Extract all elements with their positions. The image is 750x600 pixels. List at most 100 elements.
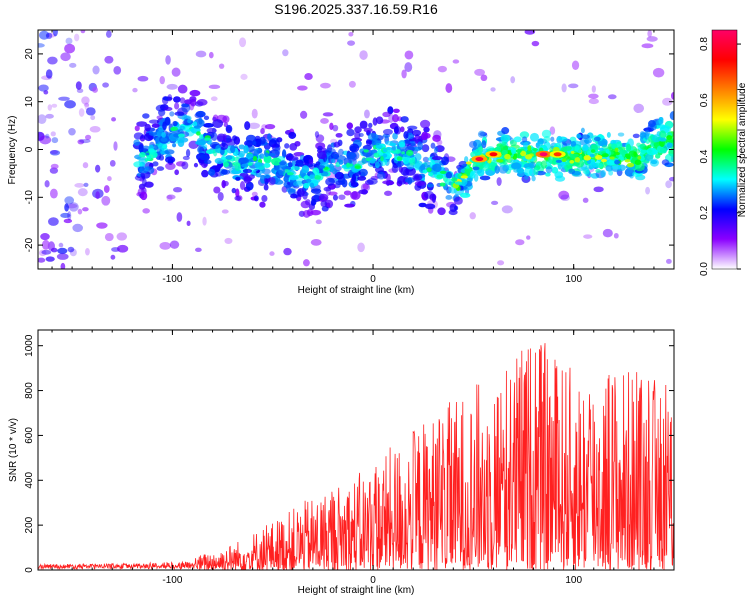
spectrogram-cell [430,142,436,149]
spectrogram-cell [334,171,344,180]
spectrogram-cell [60,262,66,269]
spectrogram-cell [171,67,181,77]
spectrogram-cell [189,89,201,97]
spectrogram-cell [285,184,291,190]
spectrogram-cell [263,154,272,164]
spectrogram-cell [618,149,628,155]
spectrogram-cell [49,149,61,156]
spectrogram-cell [259,201,266,208]
spectrogram-cell [38,257,46,263]
spectrogram-cell [331,158,336,164]
spectrogram-cell [344,203,355,208]
spectrogram-cell [364,109,370,119]
spectrogram-cell [317,145,323,151]
spectrogram-cell [501,127,510,135]
spectrogram-cell [433,146,439,154]
spectrogram-cell [626,162,635,168]
spectrogram-cell [497,260,505,266]
spectrogram-cell [231,187,237,194]
spectrogram-cell [316,150,327,160]
colorbar-bar [711,29,738,270]
spectrogram-cell [181,161,189,170]
spectrogram-cell [78,108,85,117]
spectrogram-cell [556,136,568,142]
spectrogram-cell [116,244,129,253]
spectrogram-cell [264,178,269,183]
spectrogram-cell [193,162,199,168]
spectrogram-cell [221,169,228,175]
spectrogram-cell [421,144,430,153]
spectrogram-cell [382,148,388,153]
spectrogram-cell [222,133,227,140]
spectrogram-cell [159,76,165,85]
spectrogram-cell [259,174,266,184]
spectrogram-cell [358,168,368,177]
spectrogram-cell [181,103,191,113]
spectrogram-cell [113,141,118,151]
spectrogram-cell [132,87,138,93]
spectrogram-cell [242,168,253,174]
spectrogram-cell [376,171,386,180]
spectrogram-cell [322,112,334,117]
spectrogram-cell [142,113,150,119]
spectrogram-cell [349,143,360,153]
spectrogram-cell [60,52,71,62]
spectrogram-cell [454,181,463,185]
spectrogram-cell [57,247,68,255]
spectrogram-cell [238,157,250,164]
spectrogram-cell [243,175,251,184]
spectrogram-cell [375,116,384,125]
spectrogram-cell [540,160,547,169]
spectrogram-cell [412,173,423,182]
spectrogram-cell [225,155,233,160]
spectrogram-cell [351,173,357,183]
spectrogram-cell [460,168,466,173]
spectrogram-cell [367,133,379,141]
spectrogram-cell [92,65,100,75]
spectrogram-cell [346,122,354,130]
spectrogram-cell [310,201,316,206]
y-tick-label: 0 [24,567,35,573]
spectrogram-cell [152,161,159,167]
spectrogram-cell [595,168,601,173]
spectrogram-cell [222,180,229,187]
spectrogram-cell [533,167,539,176]
spectrogram-cell [77,139,85,145]
spectrogram-cell [595,154,603,160]
spectrogram-cell [363,149,369,153]
spectrogram-cell [363,127,373,133]
spectrogram-cell [524,30,536,35]
spectrogram-cell [64,203,69,212]
spectrogram-cell [658,137,667,142]
x-tick-label: 0 [370,575,376,586]
spectrogram-blobs [38,30,674,269]
spectrogram-cell [255,162,263,167]
spectrogram-cell [357,242,365,253]
spectrogram-cell [338,194,346,200]
spectrogram-cell [107,176,112,182]
spectrogram-cell [38,132,45,141]
spectrogram-cell [641,43,654,49]
spectrogram-cell [525,154,533,160]
spectrogram-cell [248,122,260,129]
spectrogram-cell [318,193,329,202]
spectrogram-cell [160,137,168,143]
spectrogram-cell [177,139,185,147]
spectrogram-cell [609,156,615,160]
spectrogram-cell [256,139,261,147]
spectrogram-cell [95,164,101,173]
spectrogram-cell [428,172,434,177]
spectrogram-cell [445,194,453,200]
spectrogram-cell [547,155,558,165]
spectrogram-cell [169,111,175,117]
spectrogram-cell [645,186,651,195]
spectrogram-cell [237,150,246,158]
spectrogram-cell [570,150,575,154]
spectrogram-cell [151,123,160,128]
spectrogram-cell [69,62,77,68]
spectrogram-cell [588,93,599,99]
spectrogram-cell [574,156,581,163]
spectrogram-cell [477,130,486,138]
spectrogram-cell [212,116,217,122]
